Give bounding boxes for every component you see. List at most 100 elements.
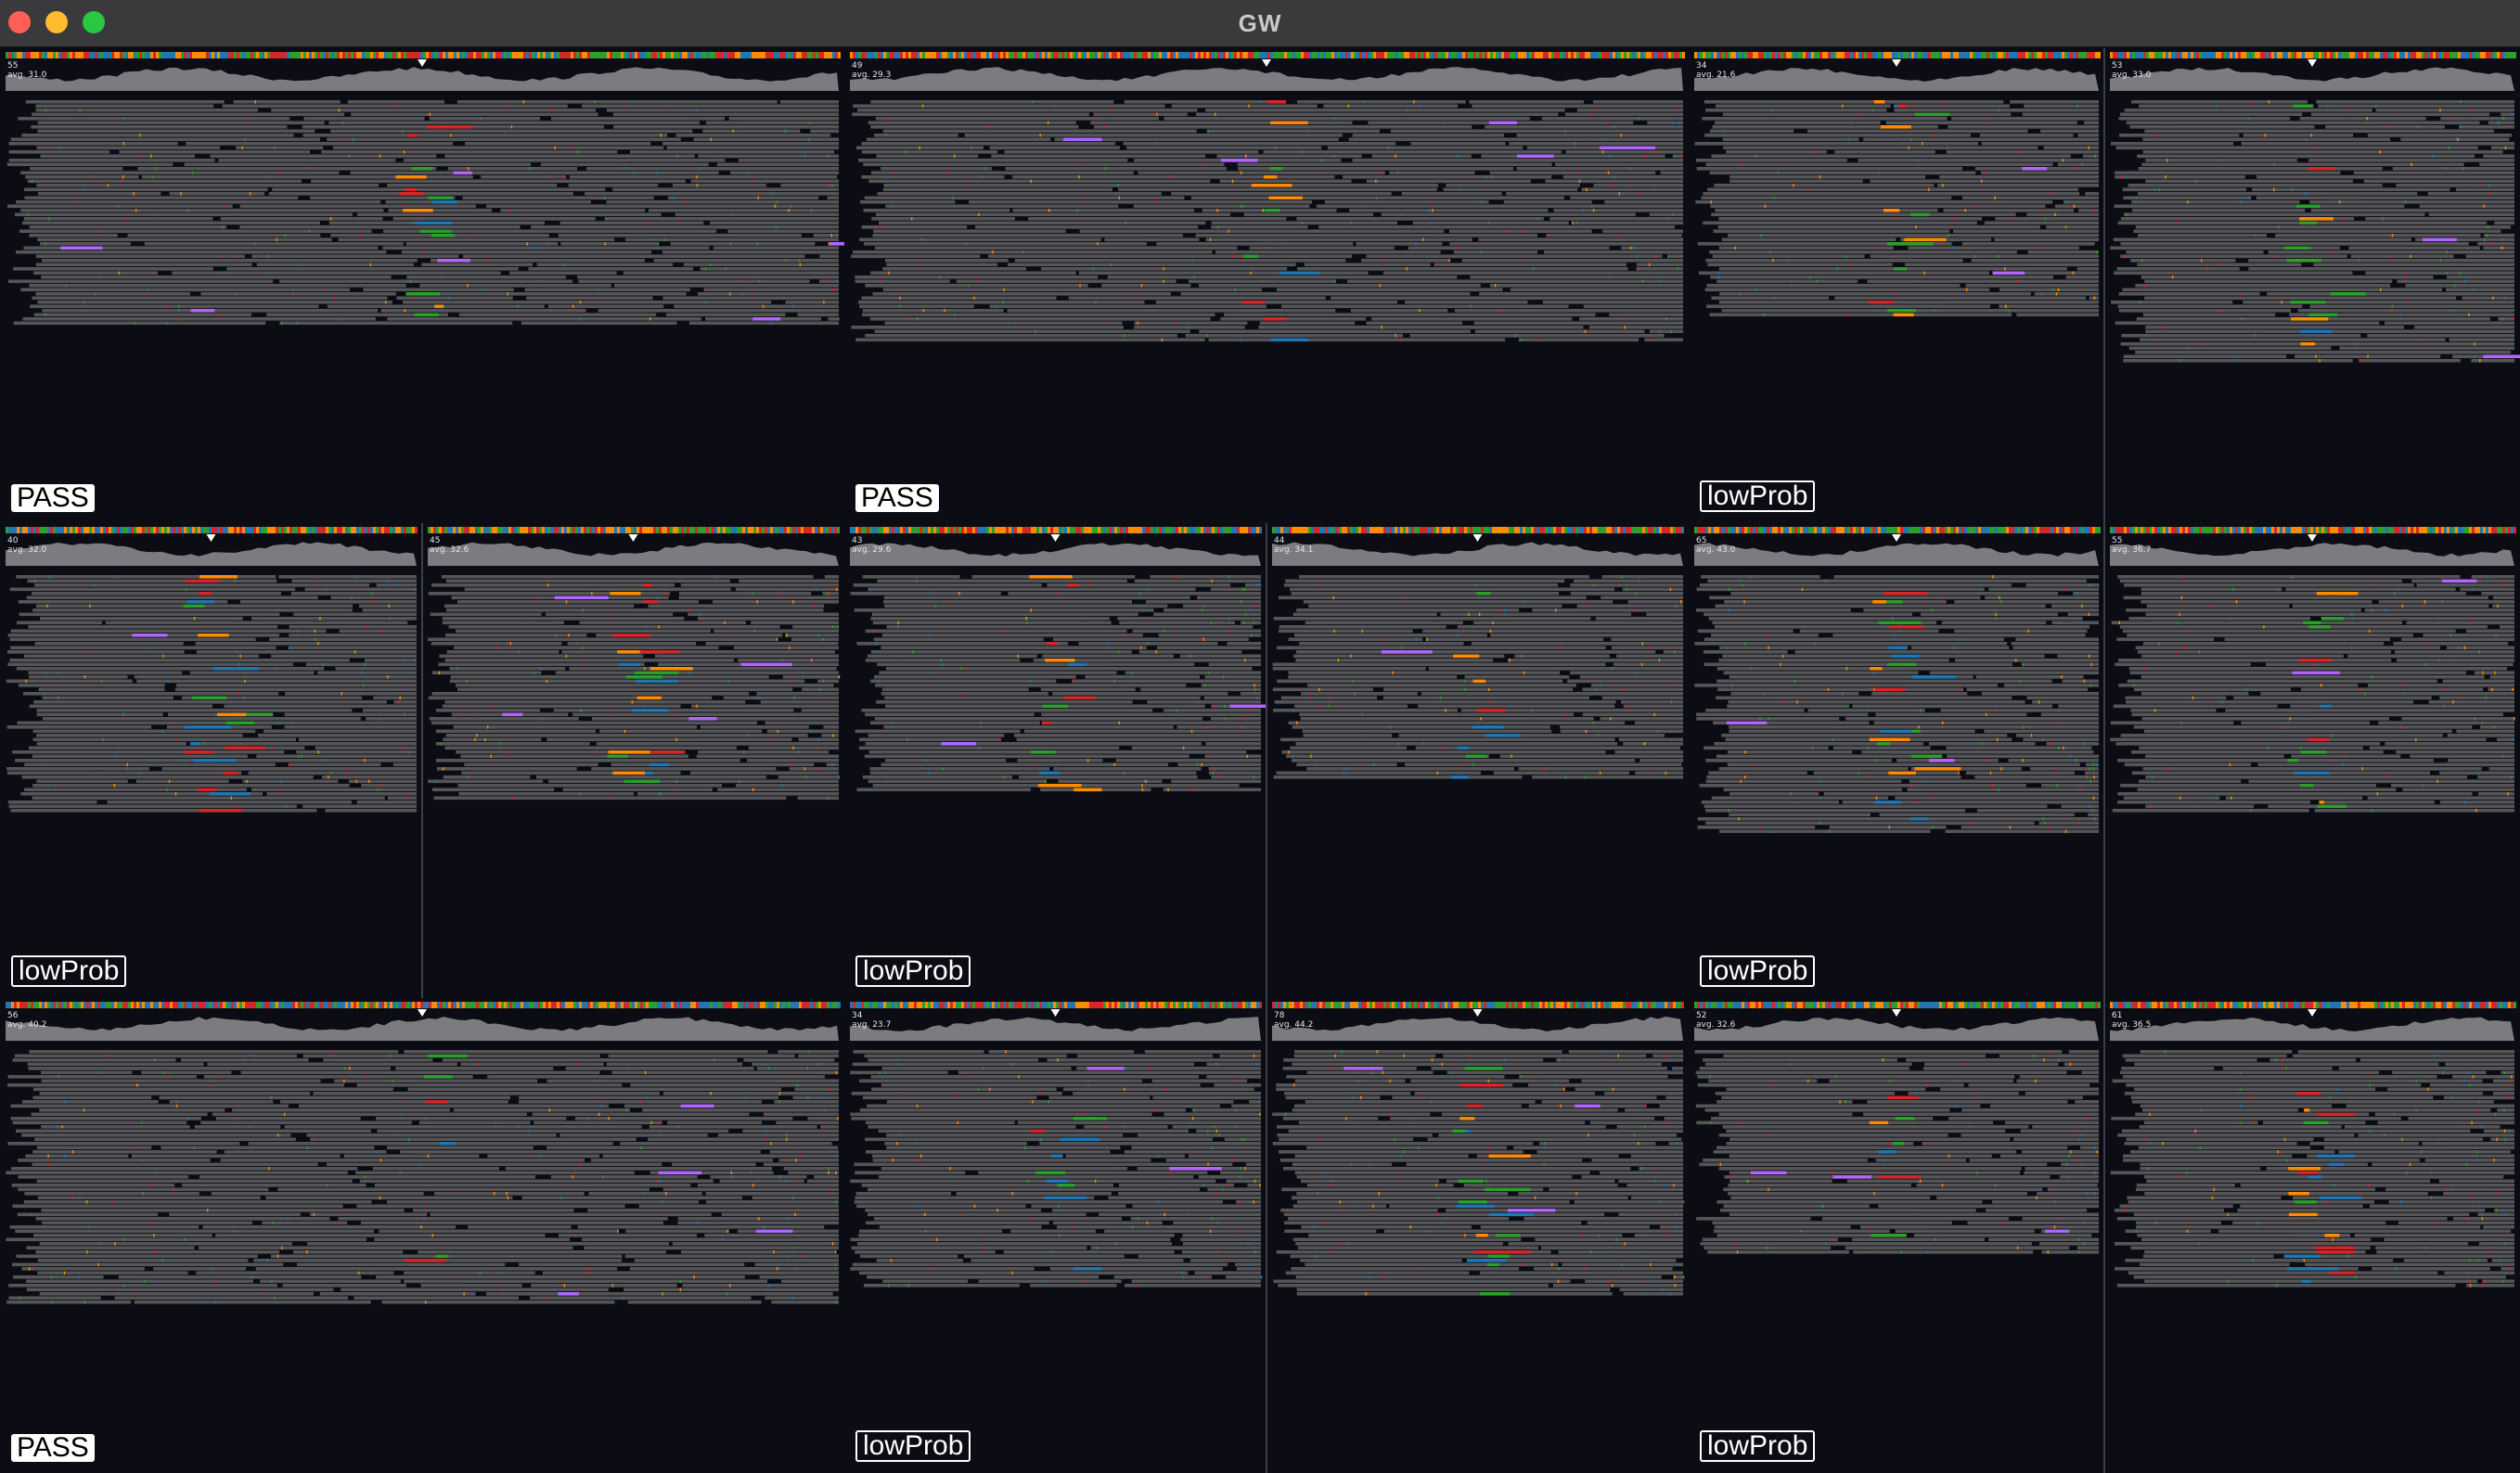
coverage-max: 43	[852, 536, 891, 545]
filter-label: lowProb	[855, 1430, 971, 1462]
variant-marker-icon	[418, 1009, 427, 1017]
coverage-track	[1694, 1018, 2099, 1041]
alignment-track[interactable]	[2104, 48, 2520, 523]
alignment-track[interactable]	[1266, 998, 1689, 1473]
coverage-average: avg. 43.0	[1696, 545, 1735, 555]
coverage-track	[2110, 1018, 2514, 1041]
coverage-max: 52	[1696, 1011, 1735, 1020]
title-bar: GW	[0, 0, 2520, 47]
panel-divider	[1266, 998, 1267, 1473]
coverage-max: 44	[1274, 536, 1313, 545]
variant-marker-icon	[418, 59, 427, 67]
filter-label: lowProb	[855, 955, 971, 987]
coverage-average: avg. 44.2	[1274, 1020, 1313, 1030]
coverage-max: 49	[852, 61, 891, 70]
coverage-average: avg. 32.6	[1696, 1020, 1735, 1030]
alignment-track[interactable]	[844, 523, 1266, 998]
variant-marker-icon	[1892, 534, 1901, 542]
coverage-max: 78	[1274, 1011, 1313, 1020]
alignment-track[interactable]	[0, 523, 422, 998]
coverage-average: avg. 21.6	[1696, 70, 1735, 80]
panel-divider	[2103, 998, 2105, 1473]
alignment-track[interactable]	[1689, 998, 2104, 1473]
coverage-average: avg. 36.7	[2112, 545, 2151, 555]
alignment-track[interactable]	[2104, 998, 2520, 1473]
variant-marker-icon	[2308, 1009, 2317, 1017]
coverage-track	[1272, 1017, 1683, 1041]
panel-divider	[2103, 523, 2105, 998]
coverage-track	[850, 1017, 1261, 1041]
variant-marker-icon	[1262, 59, 1271, 67]
alignment-track[interactable]	[2104, 523, 2520, 998]
alignment-track[interactable]	[1689, 523, 2104, 998]
alignment-track[interactable]	[844, 48, 1689, 523]
coverage-average: avg. 29.3	[852, 70, 891, 80]
filter-label: PASS	[11, 484, 95, 512]
variant-marker-icon	[2308, 59, 2317, 67]
coverage-average: avg. 40.2	[7, 1020, 46, 1030]
coverage-average: avg. 31.0	[7, 70, 46, 80]
filter-label: lowProb	[11, 955, 126, 987]
alignment-track[interactable]	[844, 998, 1266, 1473]
variant-marker-icon	[1892, 1009, 1901, 1017]
filter-label: PASS	[855, 484, 939, 512]
filter-label: lowProb	[1700, 955, 1815, 987]
window-title: GW	[0, 9, 2520, 38]
coverage-track	[6, 1017, 839, 1041]
panel-divider	[2103, 48, 2105, 523]
coverage-average: avg. 29.6	[852, 545, 891, 555]
alignment-track[interactable]	[0, 998, 844, 1473]
variant-marker-icon	[1051, 534, 1061, 542]
alignment-track[interactable]	[1266, 523, 1689, 998]
coverage-track	[6, 543, 417, 567]
alignment-track[interactable]	[0, 48, 844, 523]
coverage-average: avg. 32.0	[7, 545, 46, 555]
alignment-track[interactable]	[1689, 48, 2104, 523]
coverage-max: 55	[7, 61, 46, 70]
coverage-average: avg. 32.6	[430, 545, 469, 555]
alignment-track[interactable]	[422, 523, 844, 998]
coverage-track	[1694, 68, 2099, 91]
variant-marker-icon	[1051, 1009, 1061, 1017]
coverage-track	[2110, 68, 2514, 92]
coverage-track	[850, 543, 1261, 566]
coverage-track	[2110, 543, 2514, 566]
filter-label: lowProb	[1700, 1430, 1815, 1462]
coverage-track	[850, 67, 1683, 91]
